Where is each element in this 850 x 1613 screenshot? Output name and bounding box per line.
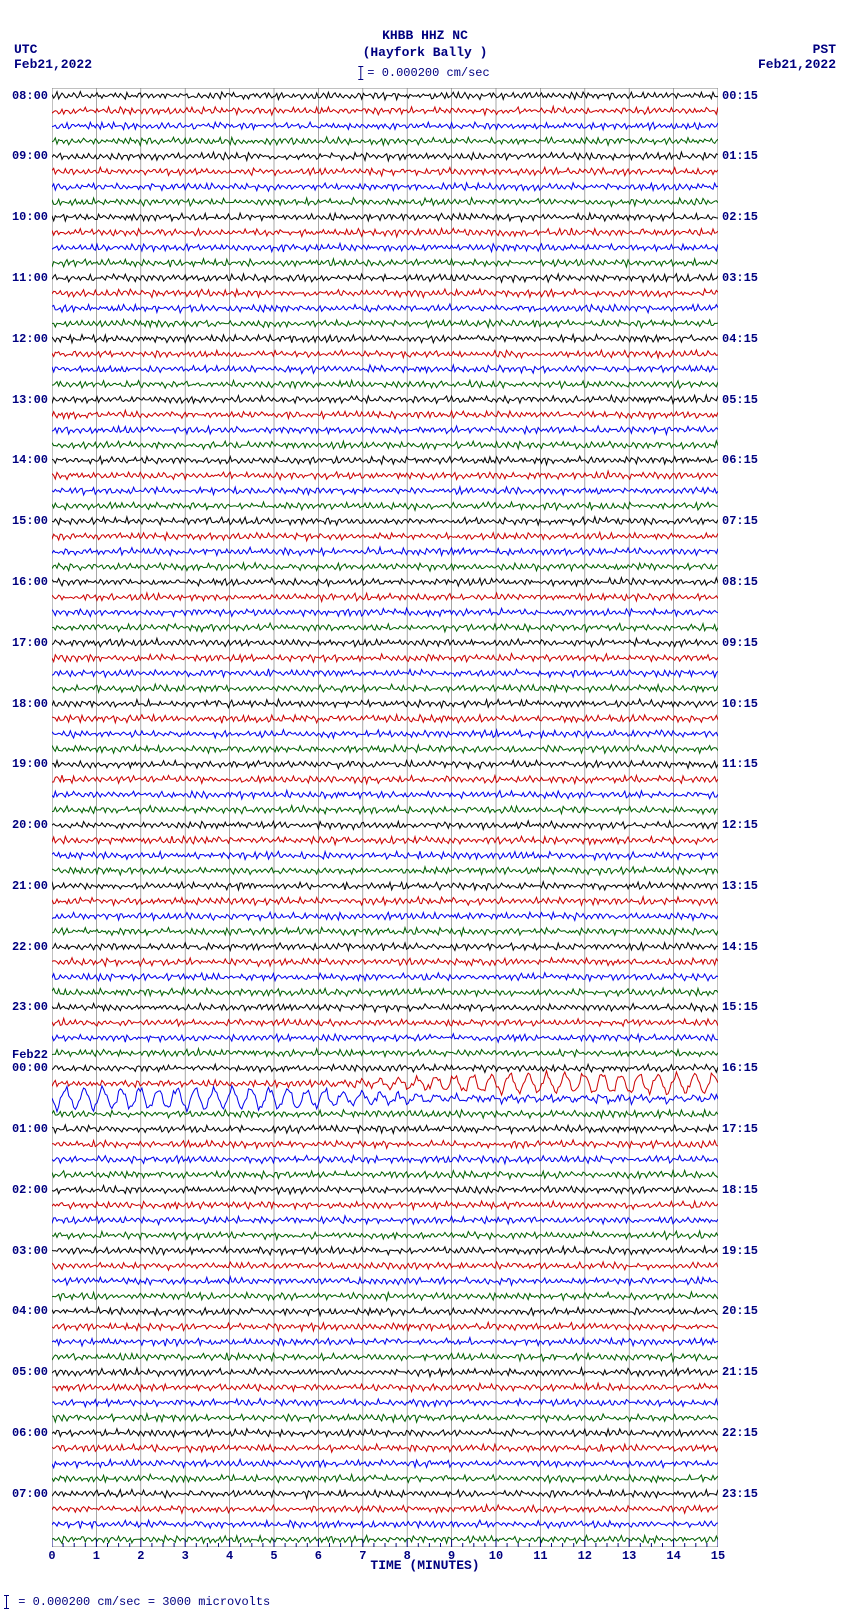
left-time-label: 18:00	[2, 697, 48, 711]
right-time-label: 17:15	[722, 1122, 758, 1136]
right-time-label: 01:15	[722, 149, 758, 163]
right-time-label: 08:15	[722, 575, 758, 589]
left-time-label: 06:00	[2, 1426, 48, 1440]
right-time-label: 02:15	[722, 210, 758, 224]
right-time-label: 03:15	[722, 271, 758, 285]
right-time-label: 23:15	[722, 1487, 758, 1501]
left-time-label: 09:00	[2, 149, 48, 163]
left-time-label: 05:00	[2, 1365, 48, 1379]
left-time-label: 17:00	[2, 636, 48, 650]
xaxis-title: TIME (MINUTES)	[0, 1558, 850, 1573]
right-time-label: 14:15	[722, 940, 758, 954]
left-date: Feb21,2022	[14, 57, 92, 72]
left-time-label: 16:00	[2, 575, 48, 589]
left-date-break: Feb22	[12, 1048, 48, 1062]
right-time-label: 10:15	[722, 697, 758, 711]
footer-text: = 0.000200 cm/sec = 3000 microvolts	[18, 1595, 270, 1609]
station-location: (Hayfork Bally )	[0, 45, 850, 62]
right-date: Feb21,2022	[758, 57, 836, 72]
right-time-label: 09:15	[722, 636, 758, 650]
right-time-label: 22:15	[722, 1426, 758, 1440]
left-time-label: 19:00	[2, 757, 48, 771]
station-code: KHBB HHZ NC	[0, 28, 850, 45]
left-time-label: 20:00	[2, 818, 48, 832]
left-time-label: 02:00	[2, 1183, 48, 1197]
right-time-label: 05:15	[722, 393, 758, 407]
left-time-label: 14:00	[2, 453, 48, 467]
left-tz: UTC	[14, 42, 92, 57]
left-time-label: 07:00	[2, 1487, 48, 1501]
left-time-label: 03:00	[2, 1244, 48, 1258]
right-tz: PST	[758, 42, 836, 57]
footer-tick-icon	[6, 1595, 7, 1609]
right-time-label: 16:15	[722, 1061, 758, 1075]
right-time-label: 13:15	[722, 879, 758, 893]
header: KHBB HHZ NC (Hayfork Bally )	[0, 28, 850, 62]
plot-area	[52, 88, 718, 1547]
scale-text: = 0.000200 cm/sec	[367, 66, 489, 80]
left-time-label: 23:00	[2, 1000, 48, 1014]
right-time-label: 15:15	[722, 1000, 758, 1014]
left-time-label: 01:00	[2, 1122, 48, 1136]
right-time-label: 04:15	[722, 332, 758, 346]
right-time-label: 20:15	[722, 1304, 758, 1318]
left-time-label: 22:00	[2, 940, 48, 954]
footer-scale: = 0.000200 cm/sec = 3000 microvolts	[6, 1595, 270, 1609]
left-time-label: 21:00	[2, 879, 48, 893]
left-time-label: 12:00	[2, 332, 48, 346]
right-time-label: 00:15	[722, 89, 758, 103]
amplitude-scale: = 0.000200 cm/sec	[360, 66, 489, 80]
left-time-label: 08:00	[2, 89, 48, 103]
seismogram-svg	[52, 88, 718, 1547]
left-time-label: 10:00	[2, 210, 48, 224]
right-time-label: 19:15	[722, 1244, 758, 1258]
right-time-label: 12:15	[722, 818, 758, 832]
right-time-label: 18:15	[722, 1183, 758, 1197]
left-time-label: 00:00	[2, 1061, 48, 1075]
seismogram-container: KHBB HHZ NC (Hayfork Bally ) UTC Feb21,2…	[0, 0, 850, 1613]
left-timezone-block: UTC Feb21,2022	[14, 42, 92, 72]
right-time-label: 06:15	[722, 453, 758, 467]
right-time-label: 21:15	[722, 1365, 758, 1379]
left-time-label: 15:00	[2, 514, 48, 528]
scale-tick-icon	[360, 66, 361, 80]
right-time-label: 11:15	[722, 757, 758, 771]
left-time-label: 11:00	[2, 271, 48, 285]
left-time-label: 13:00	[2, 393, 48, 407]
right-timezone-block: PST Feb21,2022	[758, 42, 836, 72]
right-time-label: 07:15	[722, 514, 758, 528]
left-time-label: 04:00	[2, 1304, 48, 1318]
